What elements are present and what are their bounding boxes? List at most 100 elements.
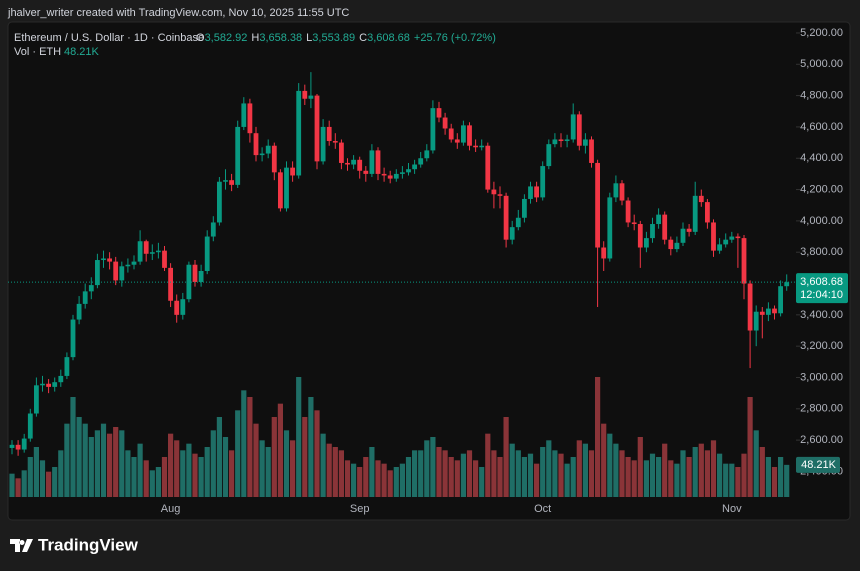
candle-body [149,252,155,254]
candle-body [717,244,722,251]
candle-body [162,250,167,268]
candle-body [235,126,241,185]
volume-bar [613,443,619,497]
candle-body [332,141,338,143]
candle-body [662,214,668,240]
candle-body [613,183,619,198]
volume-value-label: 48.21K [801,459,837,471]
candle-body [320,126,326,162]
candle-body [680,228,686,243]
candle-body [637,224,643,248]
candle-body [357,159,363,171]
volume-bar [399,463,405,497]
volume-bar [302,417,308,497]
volume-bar [296,377,302,497]
candle-body [40,383,45,386]
candle-body [253,133,259,156]
volume-bar [247,397,253,497]
volume-bar [649,453,656,497]
x-tick-label: Aug [161,503,181,515]
candle-body [522,198,527,218]
volume-bar [33,447,39,497]
volume-bar [27,457,33,497]
volume-bar [344,460,351,497]
candle-body [70,319,76,358]
volume-bar [643,460,649,497]
volume-bar [76,417,82,497]
volume-bar [540,447,546,497]
chart-panel [7,21,851,521]
volume-bar [375,460,381,497]
candle-body [686,228,692,232]
volume-bar [753,430,759,497]
x-tick-label: Sep [350,503,370,515]
candle-body [137,241,143,262]
volume-bar [64,423,70,497]
candle-body [723,239,729,245]
candle-body [497,194,503,196]
candle-body [436,108,442,118]
brand: TradingView [38,535,139,554]
candle-body [418,158,424,165]
candle-body [180,299,186,315]
volume-bar [229,450,235,497]
candle-body [387,175,393,179]
candle-body [192,264,198,282]
volume-bar [107,433,113,497]
candle-body [711,222,716,251]
candle-body [509,227,515,240]
candle-body [747,283,753,331]
candle-body [95,260,100,286]
candle-body [412,164,417,170]
candle-body [546,144,552,167]
candle-body [113,261,119,281]
candle-body [583,139,588,146]
volume-bar [235,410,241,497]
volume-bar [460,453,466,497]
candle-body [698,195,704,203]
candle-body [339,142,344,163]
candle-body [229,180,234,185]
ohlc-legend: O3,582.92 H3,658.38 L3,553.89 C3,608.68 +25.… [196,32,496,44]
ohlc-key: L [306,32,312,44]
volume-bar [765,457,771,497]
candle-body [125,264,131,267]
volume-bar [290,440,296,497]
plot: 2,400.002,600.002,800.003,000.003,200.00… [8,27,848,515]
volume-bar [558,453,564,497]
volume-bar [778,457,784,497]
volume-bar [351,463,357,497]
candle-body [778,286,783,314]
volume-bar [680,450,686,497]
volume-bar [784,464,790,497]
candle-body [766,308,771,315]
volume-bar [625,457,631,497]
header: jhalver_writer created with TradingView.… [7,7,349,19]
volume-bar [198,457,204,497]
volume-bar [94,430,100,497]
last-price-box [796,273,848,304]
volume-bar [180,450,186,497]
candle-body [156,250,161,253]
volume-bar [405,457,412,497]
ohlc-value: 3,608.68 [367,32,410,44]
volume-bar [570,457,576,497]
volume-bar [174,440,180,497]
candle-body [650,224,655,239]
candle-body [345,162,350,165]
candle-body [442,117,448,129]
volume-bar [430,437,436,497]
volume-bar [637,437,643,497]
candle-body [241,103,247,127]
candle-body [589,139,594,163]
y-tick-label: 3,000.00 [800,371,843,383]
volume-bar [265,447,271,497]
candle-body [271,145,277,173]
candle-body [296,90,302,176]
volume-bar [662,443,668,497]
volume-bar [576,440,582,497]
volume-bar [88,437,94,497]
candle-body [503,195,509,240]
candle-body [351,159,356,165]
